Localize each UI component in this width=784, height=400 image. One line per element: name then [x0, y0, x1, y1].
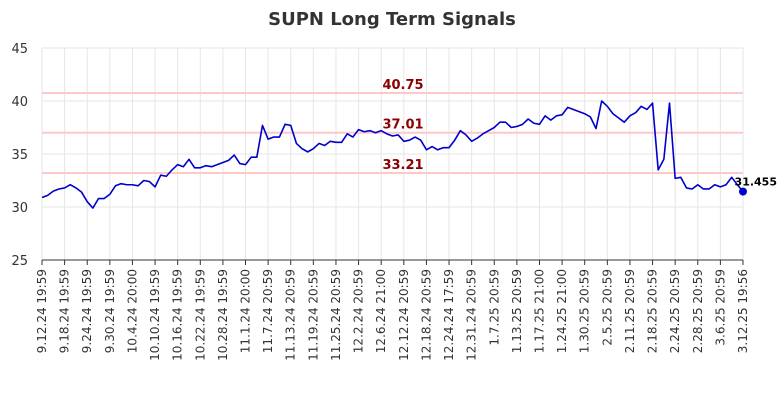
x-tick-label: 11.1.24 20:00 [239, 269, 253, 353]
signal-label: 40.75 [382, 78, 423, 93]
x-tick-label: 3.6.25 20:59 [713, 269, 727, 346]
signal-label: 33.21 [382, 158, 423, 173]
x-tick-label: 12.31.24 20:59 [465, 269, 479, 361]
series-layer: 31.455 [41, 100, 777, 209]
chart-title: SUPN Long Term Signals [268, 9, 516, 30]
x-tick-label: 10.22.24 19:59 [193, 269, 207, 361]
grid [41, 47, 744, 261]
x-tick-label: 2.5.25 20:59 [600, 269, 614, 346]
x-tick-label: 11.13.24 20:59 [284, 269, 298, 361]
x-tick-label: 2.24.25 20:59 [668, 269, 682, 353]
x-tick-label: 12.6.24 21:00 [374, 269, 388, 353]
signal-lines: 40.75 37.01 33.21 [42, 78, 743, 174]
y-tick-label: 45 [11, 42, 28, 57]
x-tick-label: 12.18.24 20:59 [419, 269, 433, 361]
x-tick-label: 12.2.24 20:59 [352, 269, 366, 353]
y-tick-label: 35 [11, 148, 28, 163]
x-tick-label: 9.18.24 19:59 [58, 269, 72, 353]
y-tick-label: 30 [11, 201, 28, 216]
x-tick-label: 1.13.25 20:59 [510, 269, 524, 353]
x-tick-label: 1.7.25 20:59 [487, 269, 501, 346]
axes: 25 30 35 40 45 9.12.24 19:59 9.18.24 19:59 9.24… [11, 42, 750, 361]
x-tick-label: 10.4.24 20:00 [125, 269, 139, 353]
x-tick-label: 12.12.24 20:59 [397, 269, 411, 361]
signal-label: 37.01 [382, 118, 423, 133]
x-tick-label: 9.30.24 19:59 [103, 269, 117, 353]
x-tick-label: 2.18.25 20:59 [646, 269, 660, 353]
x-tick-label: 1.17.25 21:00 [532, 269, 546, 353]
x-tick-label: 9.12.24 19:59 [35, 269, 49, 353]
x-tick-label: 9.24.24 19:59 [80, 269, 94, 353]
x-tick-label: 11.7.24 20:59 [261, 269, 275, 353]
x-tick-label: 1.30.25 20:59 [578, 269, 592, 353]
x-tick-label: 10.16.24 19:59 [171, 269, 185, 361]
y-tick-label: 25 [11, 254, 28, 269]
x-tick-label: 10.28.24 19:59 [216, 269, 230, 361]
x-tick-label: 2.11.25 20:59 [623, 269, 637, 353]
last-value-label: 31.455 [735, 176, 777, 189]
x-tick-label: 12.24.24 17:59 [442, 269, 456, 361]
price-series-line [41, 100, 744, 209]
x-tick-label: 1.24.25 21:00 [555, 269, 569, 353]
x-tick-label: 3.12.25 19:56 [736, 269, 750, 353]
x-tick-label: 10.10.24 19:59 [148, 269, 162, 361]
y-tick-label: 40 [11, 95, 28, 110]
last-value-point [739, 187, 747, 196]
x-tick-label: 2.28.25 20:59 [691, 269, 705, 353]
x-tick-label: 11.25.24 20:59 [329, 269, 343, 361]
x-tick-label: 11.19.24 20:59 [306, 269, 320, 361]
